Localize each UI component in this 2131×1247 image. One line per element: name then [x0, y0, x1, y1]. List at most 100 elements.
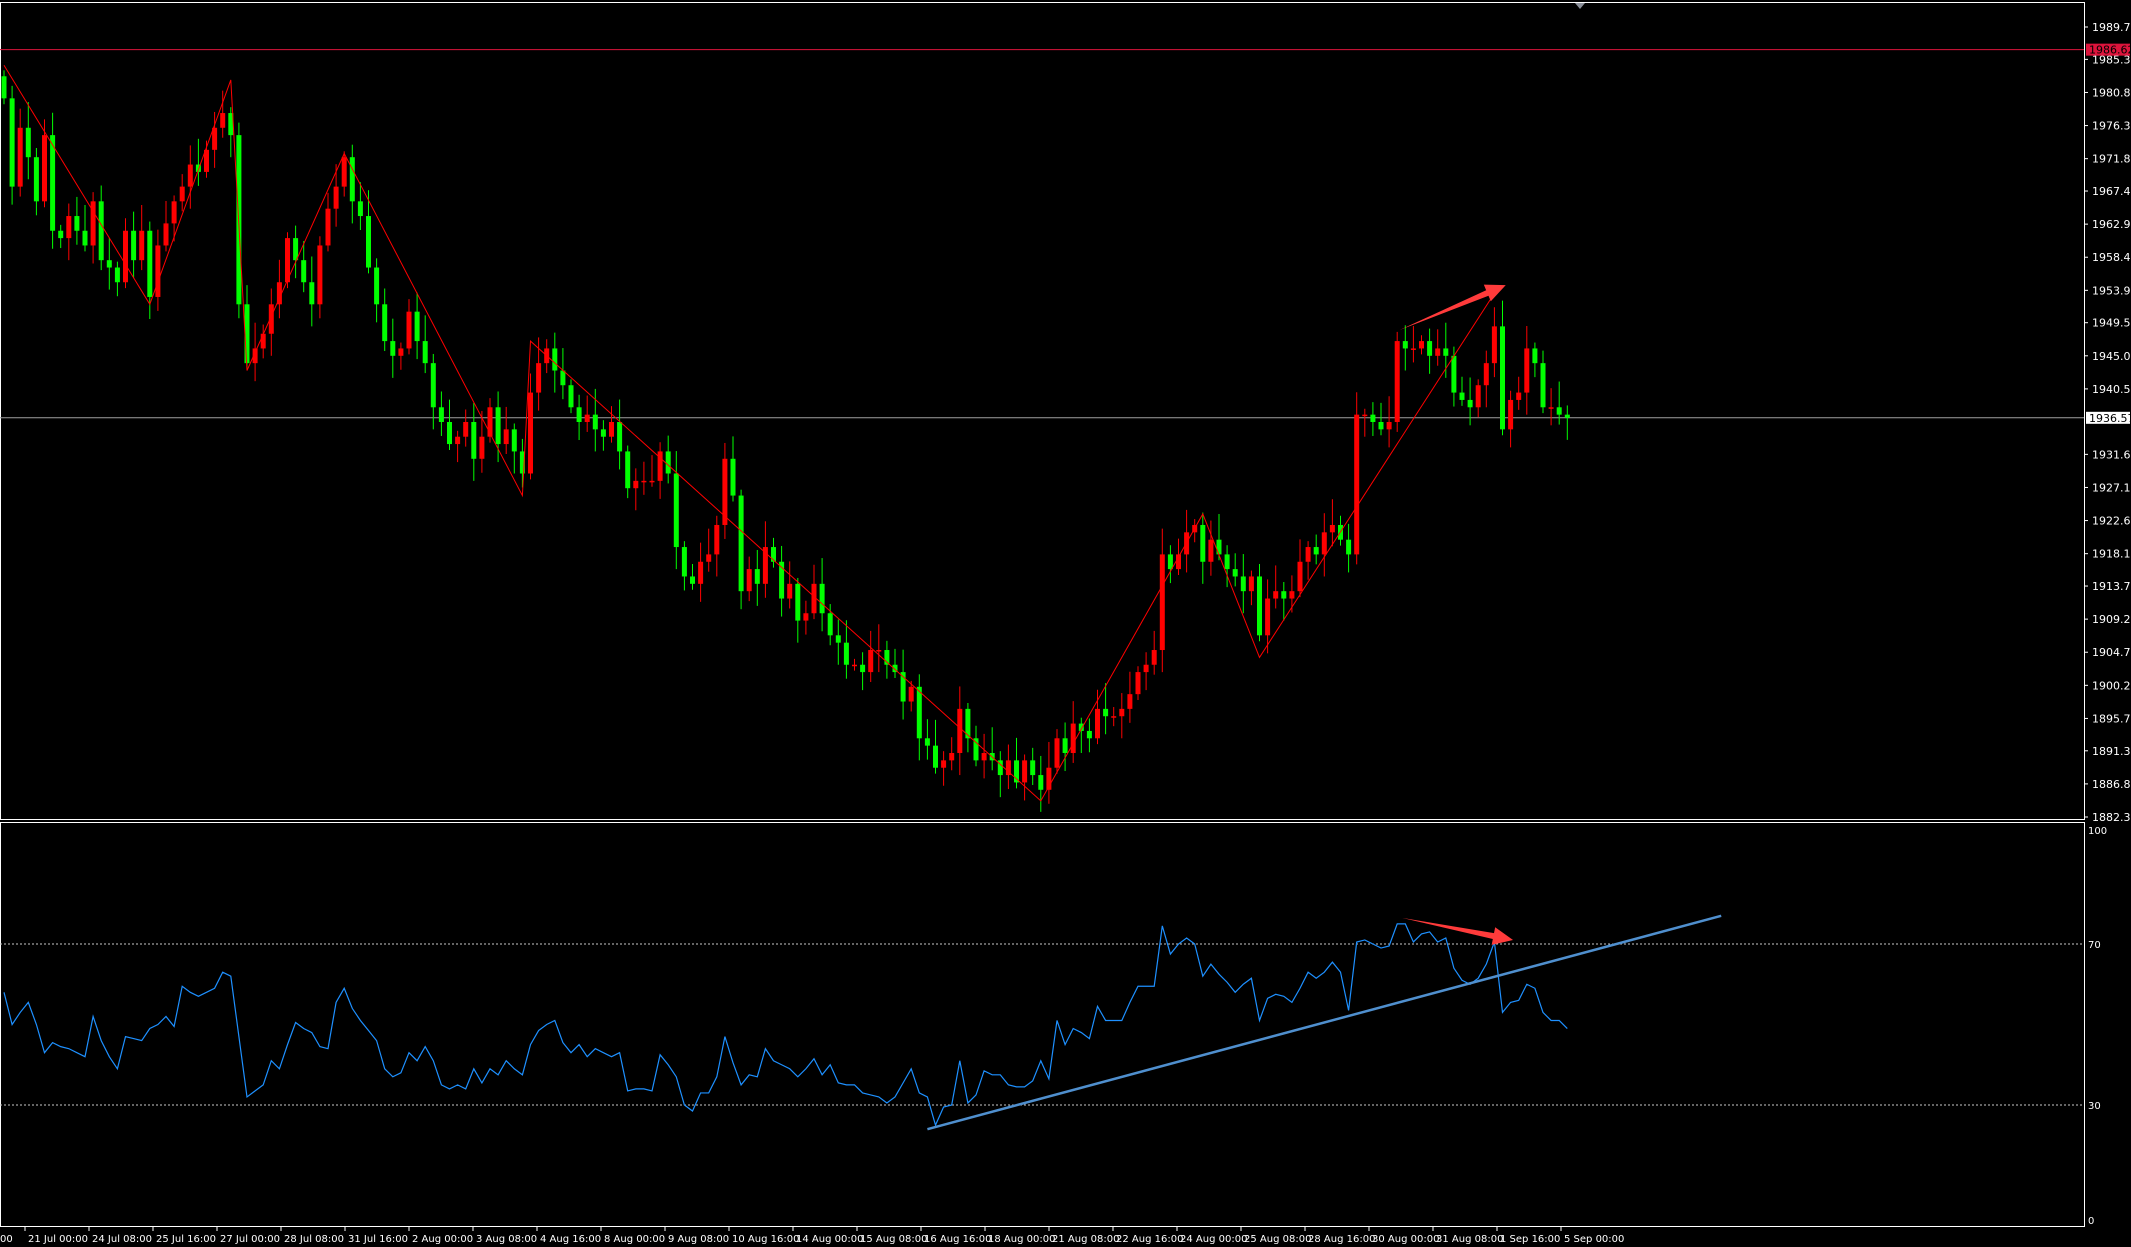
candle[interactable] — [1216, 513, 1222, 561]
candle[interactable] — [114, 261, 120, 297]
candle[interactable] — [787, 561, 793, 609]
candle[interactable] — [438, 391, 444, 436]
candle[interactable] — [690, 563, 695, 590]
candle[interactable] — [1005, 744, 1011, 790]
candle[interactable] — [973, 725, 979, 767]
candle[interactable] — [285, 232, 290, 289]
candle[interactable] — [1030, 747, 1036, 786]
candle[interactable] — [852, 658, 857, 671]
price-pane[interactable] — [0, 49, 2084, 812]
candle[interactable] — [1346, 523, 1352, 573]
candle[interactable] — [301, 241, 307, 293]
candle[interactable] — [463, 409, 469, 447]
candle[interactable] — [738, 489, 744, 610]
candle[interactable] — [268, 288, 274, 356]
candle[interactable] — [1394, 331, 1400, 432]
candle[interactable] — [1240, 554, 1246, 614]
candle[interactable] — [1305, 541, 1311, 580]
candle[interactable] — [406, 299, 412, 355]
candle[interactable] — [1273, 565, 1279, 609]
rsi-trendline[interactable] — [927, 914, 1722, 1131]
candle[interactable] — [58, 224, 64, 249]
candle[interactable] — [276, 259, 282, 319]
candle[interactable] — [50, 112, 56, 249]
price-axis[interactable]: 1989.70 1985.30 1980.80 1976.30 1971.80 1967.… — [2084, 21, 2131, 824]
candle[interactable] — [941, 751, 947, 786]
candle[interactable] — [325, 192, 331, 252]
candle[interactable] — [66, 203, 72, 261]
candle[interactable] — [398, 342, 404, 370]
candle[interactable] — [390, 318, 396, 378]
candle[interactable] — [139, 205, 145, 271]
candle[interactable] — [1159, 528, 1165, 673]
candle[interactable] — [1143, 652, 1149, 691]
candle[interactable] — [1467, 377, 1473, 426]
candle[interactable] — [1483, 350, 1489, 408]
candle[interactable] — [965, 702, 971, 753]
candle[interactable] — [536, 337, 542, 411]
candle[interactable] — [1119, 693, 1125, 739]
candle[interactable] — [1378, 402, 1384, 436]
candle[interactable] — [82, 205, 88, 252]
candle[interactable] — [1362, 408, 1368, 437]
candle[interactable] — [98, 185, 104, 271]
candle[interactable] — [884, 640, 890, 679]
candle[interactable] — [1208, 520, 1214, 576]
candle[interactable] — [179, 174, 185, 212]
candle[interactable] — [1564, 405, 1570, 440]
candle[interactable] — [511, 423, 517, 474]
candle[interactable] — [42, 119, 47, 208]
candle[interactable] — [9, 85, 15, 205]
candle[interactable] — [244, 285, 250, 370]
candle[interactable] — [560, 348, 566, 400]
candle[interactable] — [17, 108, 23, 197]
candle[interactable] — [609, 406, 614, 443]
candle[interactable] — [714, 515, 720, 577]
candle[interactable] — [1054, 729, 1060, 774]
candle[interactable] — [908, 680, 914, 712]
candle[interactable] — [698, 542, 704, 602]
candle[interactable] — [1078, 717, 1084, 754]
candle[interactable] — [876, 624, 882, 673]
candle[interactable] — [617, 399, 623, 470]
candle[interactable] — [155, 229, 161, 311]
candle[interactable] — [1232, 553, 1238, 587]
candle[interactable] — [989, 727, 995, 771]
candle[interactable] — [1248, 570, 1254, 606]
candle[interactable] — [1014, 737, 1019, 789]
candle[interactable] — [293, 225, 299, 279]
candle[interactable] — [771, 537, 776, 568]
candle[interactable] — [1386, 396, 1392, 448]
candle[interactable] — [681, 541, 687, 591]
candle[interactable] — [649, 455, 655, 487]
candle[interactable] — [1556, 381, 1562, 425]
candle[interactable] — [333, 164, 339, 227]
candle[interactable] — [1224, 545, 1230, 588]
candle[interactable] — [949, 737, 955, 771]
candle[interactable] — [1435, 329, 1441, 366]
candle[interactable] — [171, 195, 177, 242]
candle[interactable] — [479, 410, 485, 473]
candle[interactable] — [123, 218, 128, 289]
candle[interactable] — [1532, 342, 1538, 378]
candle[interactable] — [1086, 718, 1092, 753]
candle[interactable] — [933, 719, 938, 774]
candle[interactable] — [762, 521, 768, 598]
shift-marker-icon[interactable] — [1575, 3, 1585, 9]
candle[interactable] — [1491, 307, 1497, 378]
candle[interactable] — [900, 649, 906, 720]
zigzag-line[interactable] — [3, 64, 1495, 802]
candle[interactable] — [447, 399, 452, 450]
candle[interactable] — [860, 652, 866, 691]
candle[interactable] — [819, 558, 825, 632]
candle[interactable] — [981, 733, 987, 779]
candle[interactable] — [260, 324, 266, 359]
candle[interactable] — [106, 237, 112, 290]
candle[interactable] — [1095, 689, 1100, 745]
candle[interactable] — [657, 442, 663, 499]
candle[interactable] — [1475, 379, 1481, 418]
candle[interactable] — [1184, 509, 1190, 573]
candle[interactable] — [382, 288, 388, 352]
candle[interactable] — [1402, 325, 1408, 371]
